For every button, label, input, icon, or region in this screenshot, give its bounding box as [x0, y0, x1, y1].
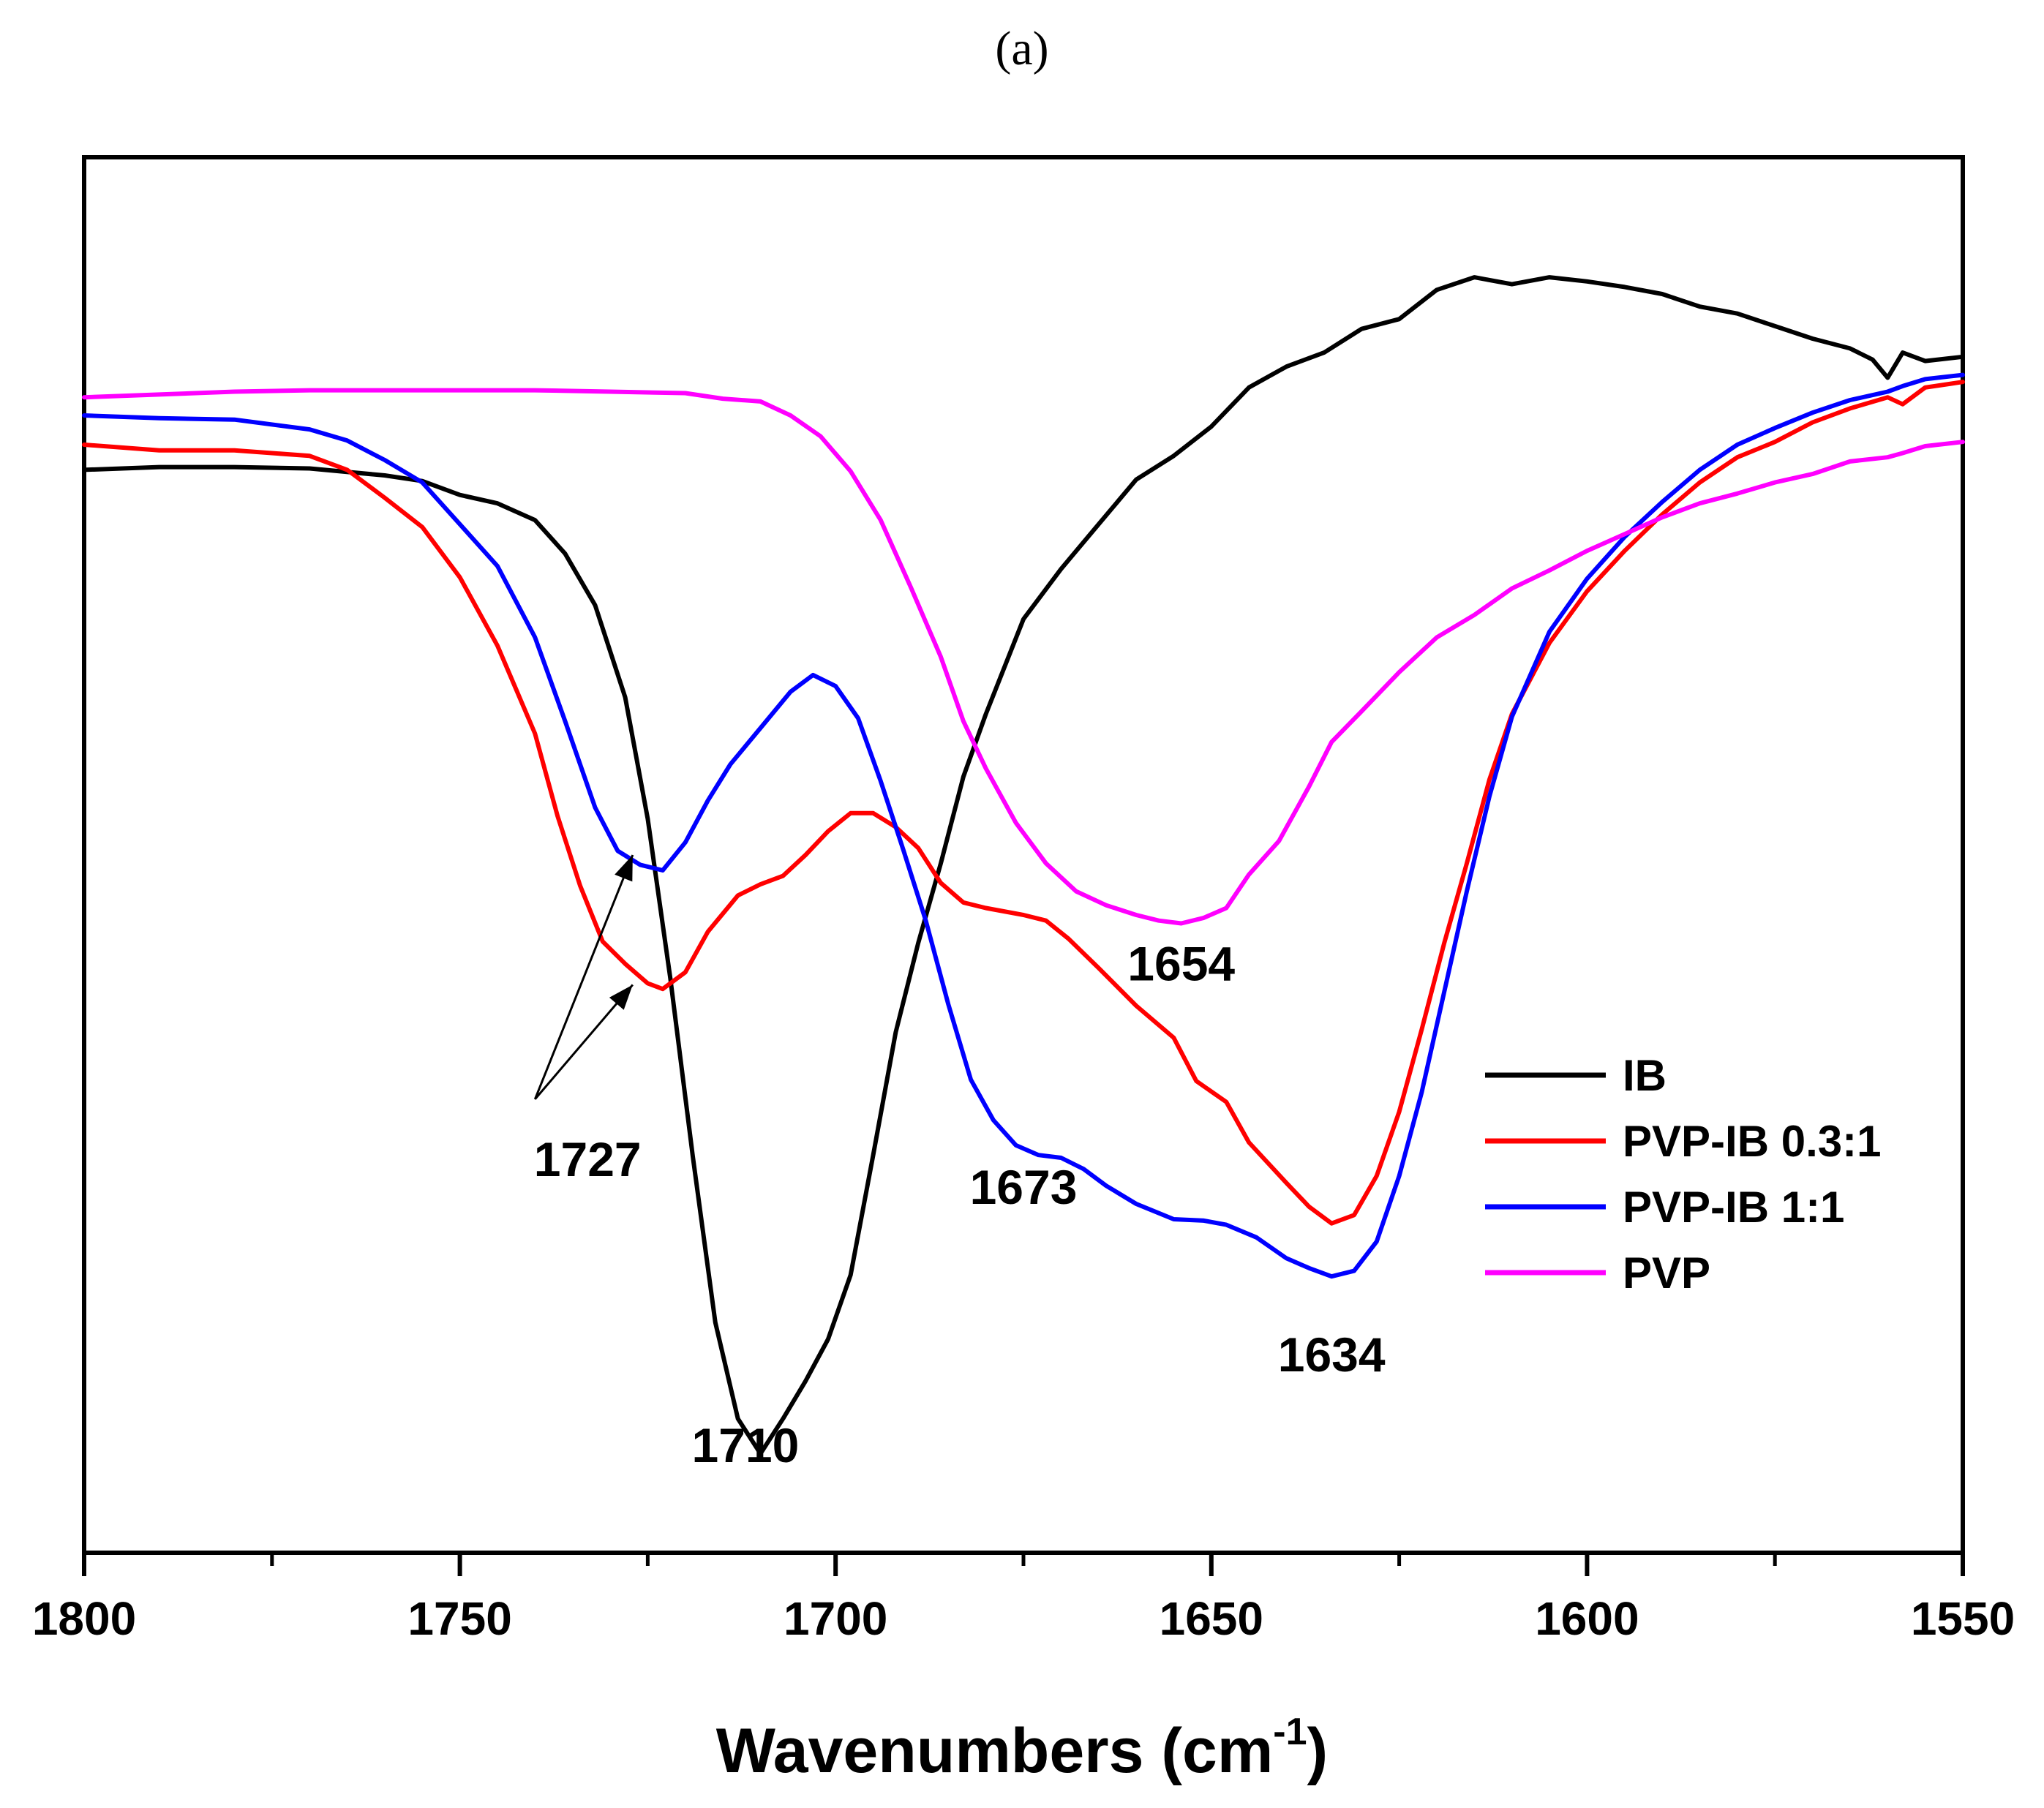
annotation-arrowhead-1: [615, 855, 633, 882]
tick-labels: 1800 1750 1700 1650 1600 1550: [32, 1592, 2015, 1645]
x-tick-label-1750: 1750: [407, 1592, 511, 1645]
peak-label-1634: 1634: [1278, 1327, 1386, 1382]
annotation-arrow-2: [534, 984, 634, 1100]
legend-label-pvp-ib-0-3-1: PVP-IB 0.3:1: [1623, 1117, 1881, 1166]
x-tick-label-1800: 1800: [32, 1592, 136, 1645]
peak-label-1654: 1654: [1127, 937, 1235, 991]
peak-label-1727: 1727: [534, 1132, 642, 1186]
series-line-pvp-ib-1-1: [82, 372, 1965, 1279]
x-axis-title-main: Wavenumbers (cm: [716, 1716, 1274, 1786]
x-tick-label-1650: 1650: [1160, 1592, 1263, 1645]
x-axis-title-end: ): [1307, 1716, 1329, 1786]
series-layer: [82, 275, 1965, 1456]
panel-label: (a): [995, 22, 1048, 75]
x-tick-label-1700: 1700: [784, 1592, 887, 1645]
annotation-layer: 1654 1727 1673 1634 1710: [534, 937, 1386, 1472]
x-axis: 1800 1750 1700 1650 1600 1550: [32, 1553, 2015, 1645]
annotation-arrowhead-2: [609, 984, 633, 1010]
series-line-pvp: [82, 388, 1965, 926]
x-tick-label-1600: 1600: [1535, 1592, 1639, 1645]
series-line-ib: [82, 275, 1965, 1456]
legend-label-pvp: PVP: [1623, 1248, 1710, 1297]
series-line-pvp-ib-0-3-1: [82, 380, 1965, 1226]
x-axis-title-superscript: -1: [1273, 1711, 1307, 1753]
x-axis-title: Wavenumbers (cm-1): [716, 1711, 1328, 1786]
legend-label-ib: IB: [1623, 1051, 1667, 1100]
peak-label-1710: 1710: [692, 1418, 800, 1472]
x-tick-label-1550: 1550: [1911, 1592, 2015, 1645]
arrow-layer: [533, 854, 634, 1100]
major-ticks: [82, 1553, 1965, 1576]
minor-ticks: [270, 1553, 1777, 1566]
annotation-arrow-1: [533, 854, 634, 1100]
plot-frame: [82, 155, 1965, 1555]
peak-label-1673: 1673: [970, 1160, 1078, 1214]
legend: IB PVP-IB 0.3:1 PVP-IB 1:1 PVP: [1485, 1051, 1881, 1297]
legend-label-pvp-ib-1-1: PVP-IB 1:1: [1623, 1183, 1844, 1232]
plot-area: 1654 1727 1673 1634 1710: [82, 155, 1965, 1555]
